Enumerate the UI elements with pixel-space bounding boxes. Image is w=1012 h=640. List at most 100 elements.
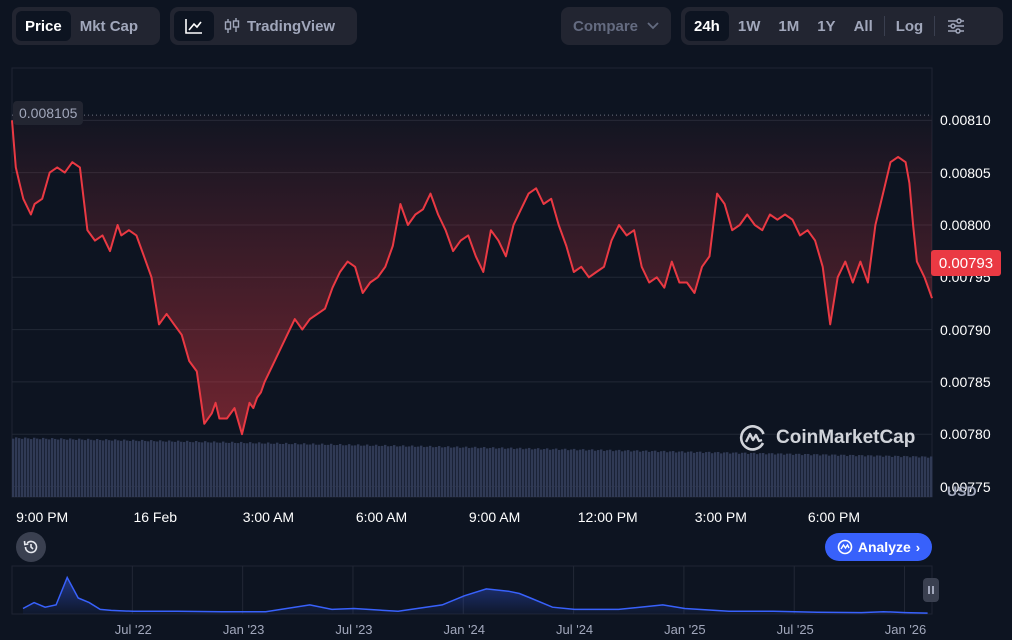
- volume-bar: [660, 451, 663, 497]
- volume-bar: [471, 447, 474, 497]
- volume-bar: [861, 455, 864, 497]
- compare-dropdown[interactable]: Compare: [561, 7, 671, 45]
- volume-bar: [531, 449, 534, 497]
- volume-bar: [738, 453, 741, 497]
- tradingview-button[interactable]: TradingView: [214, 11, 344, 41]
- volume-bar: [366, 444, 369, 497]
- volume-bar: [219, 442, 222, 497]
- chart-type-toggle: TradingView: [170, 7, 357, 45]
- volume-bar: [399, 446, 402, 497]
- overview-x-tick-label: Jan '26: [884, 622, 927, 637]
- range-all[interactable]: All: [853, 17, 873, 35]
- volume-bar: [825, 454, 828, 497]
- volume-bar: [534, 448, 537, 497]
- volume-bar: [93, 440, 96, 497]
- volume-bar: [189, 441, 192, 497]
- volume-bar: [333, 445, 336, 497]
- volume-bar: [591, 449, 594, 497]
- volume-bar: [705, 452, 708, 497]
- volume-bar: [885, 455, 888, 497]
- history-button[interactable]: [16, 532, 46, 562]
- volume-bar: [693, 452, 696, 497]
- y-tick-label: 0.00810: [940, 112, 991, 129]
- chevron-down-icon: [647, 22, 659, 30]
- volume-bar: [462, 447, 465, 497]
- volume-bar: [414, 446, 417, 497]
- volume-bar: [102, 440, 105, 497]
- volume-bar: [450, 447, 453, 497]
- volume-bar: [807, 453, 810, 497]
- volume-bar: [819, 455, 822, 497]
- range-1m[interactable]: 1M: [778, 17, 800, 35]
- volume-bar: [33, 437, 36, 497]
- volume-bar: [510, 447, 513, 497]
- volume-bar: [480, 447, 483, 497]
- volume-bar: [66, 439, 69, 497]
- candlestick-icon: [224, 18, 240, 33]
- volume-bar: [309, 444, 312, 497]
- volume-bar: [294, 443, 297, 497]
- volume-bar: [345, 445, 348, 497]
- volume-bar: [672, 451, 675, 497]
- overview-x-tick-label: Jul '22: [114, 622, 152, 637]
- volume-bar: [801, 455, 804, 497]
- volume-bar: [36, 438, 39, 497]
- log-toggle[interactable]: Log: [895, 17, 924, 35]
- y-tick-label: 0.00785: [940, 373, 991, 390]
- tab-price[interactable]: Price: [16, 11, 71, 41]
- overview-x-tick-label: Jul '25: [776, 622, 814, 637]
- sliders-icon: [948, 18, 965, 34]
- x-tick-label: 6:00 PM: [807, 509, 861, 525]
- volume-bar: [747, 453, 750, 497]
- volume-bar: [318, 444, 321, 497]
- volume-bar: [228, 442, 231, 497]
- x-tick-label: 12:00 PM: [577, 509, 638, 525]
- volume-bar: [27, 438, 30, 497]
- volume-bar: [195, 440, 198, 497]
- volume-bar: [495, 448, 498, 497]
- volume-bar: [264, 443, 267, 497]
- volume-bar: [87, 438, 90, 497]
- volume-bar: [279, 443, 282, 497]
- tab-market-cap[interactable]: Mkt Cap: [79, 17, 139, 35]
- volume-bar: [135, 440, 138, 497]
- volume-bar: [699, 451, 702, 497]
- volume-bar: [795, 453, 798, 497]
- range-24h[interactable]: 24h: [685, 11, 729, 41]
- volume-bar: [363, 445, 366, 497]
- volume-bar: [216, 442, 219, 497]
- volume-bar: [459, 447, 462, 497]
- volume-bar: [525, 448, 528, 497]
- volume-bar: [48, 439, 51, 497]
- volume-bar: [69, 438, 72, 497]
- volume-bar: [234, 442, 237, 497]
- volume-bar: [918, 457, 921, 497]
- analyze-button[interactable]: Analyze ›: [825, 533, 932, 561]
- x-tick-label: 3:00 AM: [242, 509, 295, 525]
- volume-bar: [387, 446, 390, 497]
- y-tick-label: 0.00805: [940, 164, 991, 181]
- volume-bar: [411, 445, 414, 497]
- volume-bar: [669, 451, 672, 497]
- volume-bar: [930, 456, 933, 497]
- x-tick-label: 16 Feb: [133, 509, 178, 525]
- volume-bar: [828, 455, 831, 497]
- volume-bar: [60, 438, 63, 497]
- settings-button[interactable]: [937, 11, 975, 41]
- volume-bar: [123, 439, 126, 497]
- volume-bar: [351, 445, 354, 497]
- volume-bar: [12, 438, 15, 497]
- range-1y[interactable]: 1Y: [817, 17, 836, 35]
- overview-pause-handle[interactable]: [923, 578, 939, 602]
- volume-bar: [615, 450, 618, 497]
- x-tick-label: 3:00 PM: [694, 509, 747, 525]
- volume-bar: [63, 439, 66, 497]
- line-chart-button[interactable]: [174, 11, 214, 41]
- volume-bar: [780, 453, 783, 497]
- range-1w[interactable]: 1W: [737, 17, 761, 35]
- volume-bar: [336, 445, 339, 497]
- volume-bar: [207, 442, 210, 497]
- volume-bar: [552, 449, 555, 497]
- volume-bar: [483, 446, 486, 497]
